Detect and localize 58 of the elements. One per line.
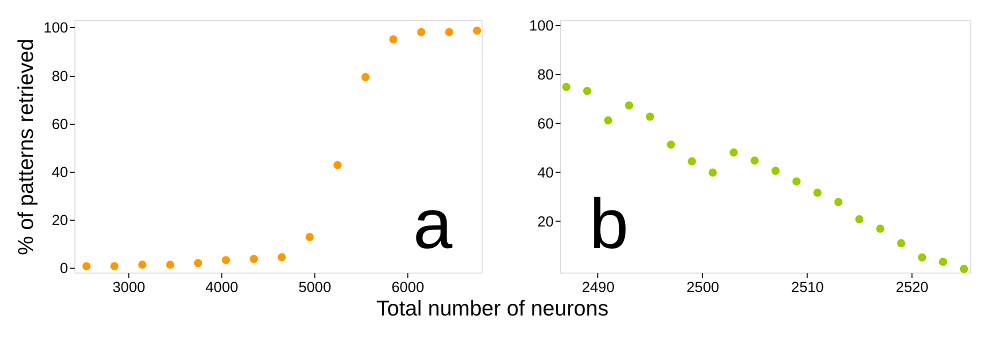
point <box>417 28 426 36</box>
point <box>333 161 342 170</box>
point <box>278 253 286 262</box>
y-axis-title: % of patterns retrieved <box>14 38 38 256</box>
point <box>389 35 398 44</box>
x-tick-label: 2490 <box>582 280 614 296</box>
y-tick-label: 20 <box>52 213 68 230</box>
point <box>771 166 780 175</box>
point <box>624 101 634 110</box>
point <box>688 157 696 166</box>
point <box>166 260 174 269</box>
point <box>918 253 926 262</box>
point <box>960 264 968 274</box>
x-tick-label: 3000 <box>112 280 146 296</box>
point <box>813 188 822 197</box>
point <box>792 177 801 186</box>
y-tick-label: 40 <box>537 166 554 182</box>
y-tick-label: 40 <box>52 165 68 182</box>
point <box>445 28 454 36</box>
point <box>897 239 906 248</box>
y-tick-label: 60 <box>52 116 68 133</box>
point <box>562 82 570 92</box>
x-axis-title: Total number of neurons <box>376 296 608 320</box>
point <box>750 156 759 165</box>
x-tick-label: 2510 <box>791 280 824 296</box>
point <box>708 168 717 177</box>
y-tick-label: 80 <box>537 67 554 84</box>
point <box>472 26 482 35</box>
point <box>250 254 258 264</box>
point <box>110 262 118 270</box>
x-tick-label: 4000 <box>205 280 238 296</box>
x-tick-label: 5000 <box>298 280 332 296</box>
y-tick-label: 0 <box>60 261 68 278</box>
y-tick-label: 100 <box>529 18 554 34</box>
x-tick-label: 2500 <box>686 280 720 296</box>
point <box>222 256 230 264</box>
y-tick-label: 80 <box>52 68 68 85</box>
point <box>194 258 202 268</box>
point <box>855 215 864 224</box>
y-tick-label: 60 <box>537 116 554 132</box>
annotation: b <box>589 184 629 264</box>
point <box>138 260 146 269</box>
y-tick-label: 100 <box>44 20 68 37</box>
point <box>666 140 676 149</box>
point <box>306 232 314 242</box>
annotation: a <box>413 184 454 264</box>
x-tick-label: 2520 <box>896 280 928 296</box>
point <box>938 258 948 266</box>
point <box>730 148 738 157</box>
point <box>834 198 842 206</box>
point <box>604 116 612 124</box>
point <box>583 86 592 96</box>
x-tick-label: 6000 <box>391 280 424 296</box>
point <box>876 224 884 233</box>
point <box>646 112 654 121</box>
point <box>82 262 91 270</box>
point <box>361 73 370 82</box>
y-tick-label: 20 <box>537 214 554 231</box>
